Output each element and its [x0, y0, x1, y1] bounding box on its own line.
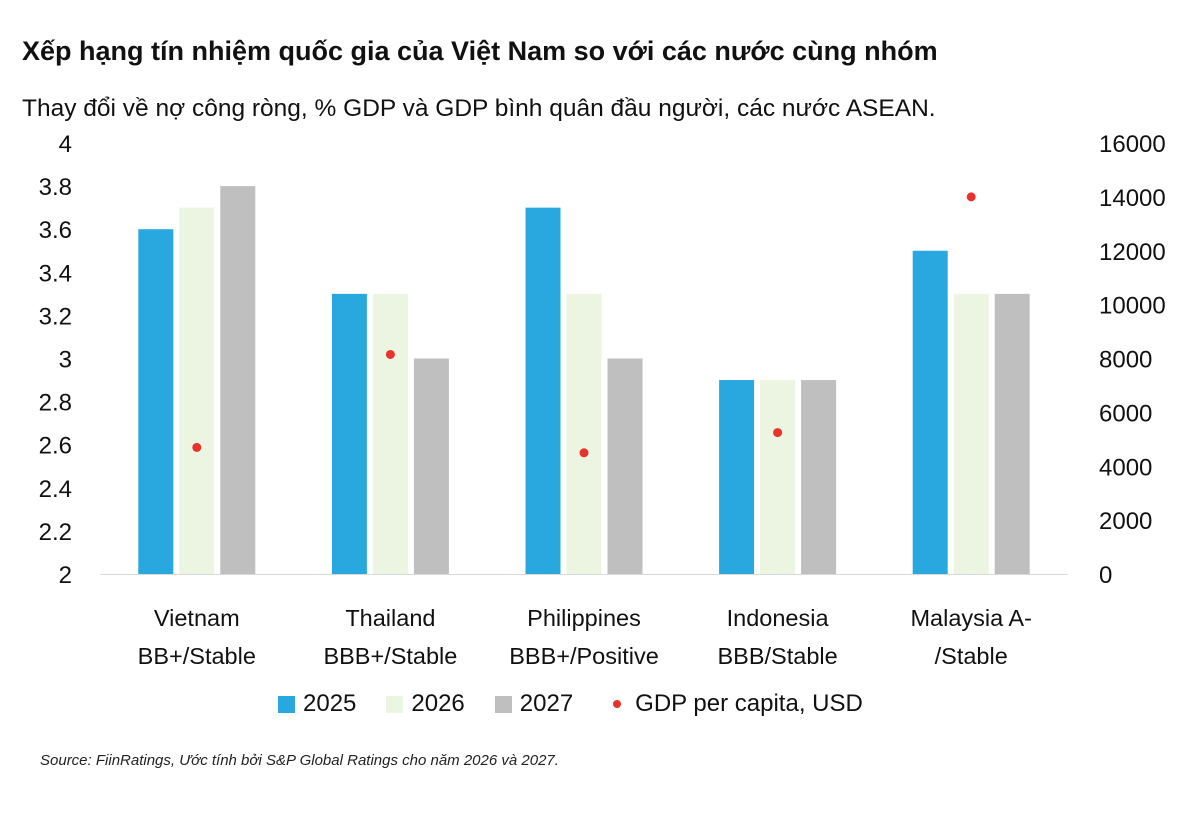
- legend-swatch-2026: [386, 695, 404, 713]
- bar-2026-0: [179, 207, 215, 574]
- y-tick-label: 2.2: [39, 519, 72, 546]
- legend-dot-gdp: [613, 700, 622, 708]
- y-tick-label: 4: [59, 131, 72, 158]
- legend-label-gdp: GDP per capita, USD: [635, 690, 863, 717]
- y2-tick-label: 12000: [1099, 239, 1166, 266]
- source-note: Source: FiinRatings, Ước tính bởi S&P Gl…: [40, 752, 559, 769]
- y2-tick-label: 2000: [1099, 508, 1152, 535]
- legend-item-2025: 2025: [278, 690, 356, 718]
- bar-2027-1: [413, 358, 449, 574]
- bar-2027-3: [801, 380, 837, 574]
- category-label: BB+/Stable: [138, 643, 256, 669]
- category-label: Malaysia A-: [910, 605, 1031, 631]
- category-label: Vietnam: [154, 605, 240, 631]
- gdp-point-2: [579, 448, 589, 458]
- category-label: Indonesia: [727, 605, 830, 631]
- y-tick-label: 3.4: [39, 260, 72, 287]
- category-label: BBB+/Stable: [323, 643, 457, 669]
- legend-label-2026: 2026: [411, 690, 465, 717]
- category-label: Thailand: [345, 605, 435, 631]
- y2-tick-label: 8000: [1099, 347, 1152, 374]
- category-label: /Stable: [935, 643, 1008, 669]
- bar-2026-4: [953, 293, 989, 574]
- gdp-point-3: [773, 428, 783, 438]
- legend-item-2026: 2026: [386, 690, 465, 718]
- y-tick-label: 2.6: [39, 433, 72, 460]
- y2-tick-label: 6000: [1099, 400, 1152, 427]
- bar-2025-0: [138, 229, 174, 574]
- y2-tick-label: 0: [1099, 562, 1112, 589]
- y2-tick-label: 14000: [1099, 185, 1166, 212]
- y-tick-label: 3: [59, 347, 72, 374]
- legend-swatch-2027: [494, 695, 512, 713]
- bar-2025-3: [719, 380, 755, 574]
- category-label: Philippines: [527, 605, 641, 631]
- y-tick-label: 3.2: [39, 303, 72, 330]
- y2-tick-label: 4000: [1099, 454, 1152, 481]
- y-tick-label: 3.8: [39, 174, 72, 201]
- bar-2027-2: [607, 358, 643, 574]
- bar-2025-2: [525, 207, 561, 574]
- gdp-point-4: [966, 192, 976, 202]
- legend-swatch-2025: [278, 695, 295, 713]
- y-tick-label: 2: [59, 562, 72, 589]
- y-tick-label: 3.6: [39, 217, 72, 244]
- category-label: BBB+/Positive: [509, 643, 659, 669]
- y-tick-label: 2.8: [39, 390, 72, 417]
- category-label: BBB/Stable: [718, 643, 838, 669]
- gdp-point-0: [192, 442, 202, 452]
- chart-subtitle: Thay đổi về nợ công ròng, % GDP và GDP b…: [22, 95, 936, 122]
- bar-2026-3: [760, 380, 796, 574]
- y2-tick-label: 10000: [1099, 293, 1166, 320]
- chart-legend: 2025 2026 2027 GDP per capita, USD: [278, 690, 893, 718]
- bar-2025-4: [912, 250, 948, 574]
- legend-label-2025: 2025: [303, 690, 357, 717]
- legend-item-gdp: GDP per capita, USD: [603, 690, 863, 718]
- y2-tick-label: 16000: [1099, 131, 1166, 158]
- bar-2027-0: [220, 186, 256, 574]
- chart-title: Xếp hạng tín nhiệm quốc gia của Việt Nam…: [22, 36, 938, 66]
- legend-label-2027: 2027: [519, 690, 574, 717]
- bar-2026-2: [566, 293, 602, 574]
- bar-2026-1: [372, 293, 408, 574]
- gdp-point-1: [385, 349, 395, 359]
- y-tick-label: 2.4: [39, 476, 72, 503]
- legend-item-2027: 2027: [494, 690, 574, 718]
- bar-2027-4: [994, 293, 1030, 574]
- bar-2025-1: [331, 293, 367, 574]
